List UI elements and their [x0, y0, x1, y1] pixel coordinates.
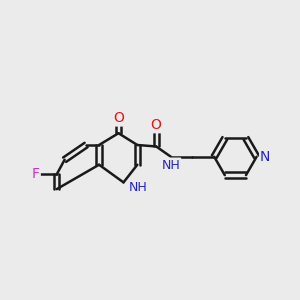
Text: N: N: [260, 150, 271, 164]
Text: NH: NH: [161, 158, 180, 172]
Text: NH: NH: [129, 181, 148, 194]
Text: F: F: [32, 167, 40, 182]
Text: O: O: [151, 118, 162, 132]
Text: O: O: [113, 112, 124, 125]
